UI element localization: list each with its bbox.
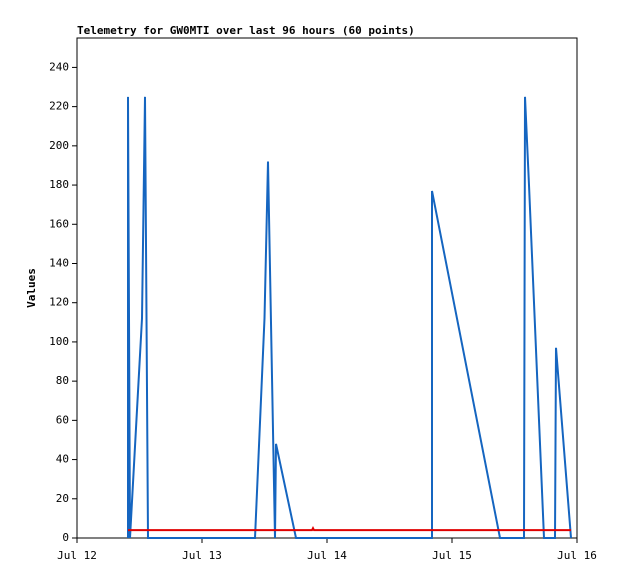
data-line [128, 525, 571, 532]
y-tick-label: 40 [56, 453, 69, 466]
y-tick-label: 220 [49, 100, 69, 113]
y-tick-label: 20 [56, 492, 69, 505]
y-tick-label: 180 [49, 178, 69, 191]
y-tick-label: 140 [49, 256, 69, 269]
x-tick-label: Jul 16 [557, 549, 597, 562]
y-tick-label: 240 [49, 60, 69, 73]
data-line [127, 96, 572, 539]
y-tick-label: 80 [56, 374, 69, 387]
y-tick-label: 60 [56, 413, 69, 426]
x-tick-label: Jul 13 [182, 549, 222, 562]
y-tick-label: 120 [49, 296, 69, 309]
y-tick-label: 100 [49, 335, 69, 348]
x-tick-label: Jul 15 [432, 549, 472, 562]
chart-title: Telemetry for GW0MTI over last 96 hours … [77, 24, 415, 37]
x-tick-label: Jul 12 [57, 549, 97, 562]
y-tick-label: 0 [62, 531, 69, 544]
y-tick-label: 200 [49, 139, 69, 152]
y-tick-label: 160 [49, 217, 69, 230]
x-tick-label: Jul 14 [307, 549, 347, 562]
y-axis-label: Values [25, 268, 38, 308]
